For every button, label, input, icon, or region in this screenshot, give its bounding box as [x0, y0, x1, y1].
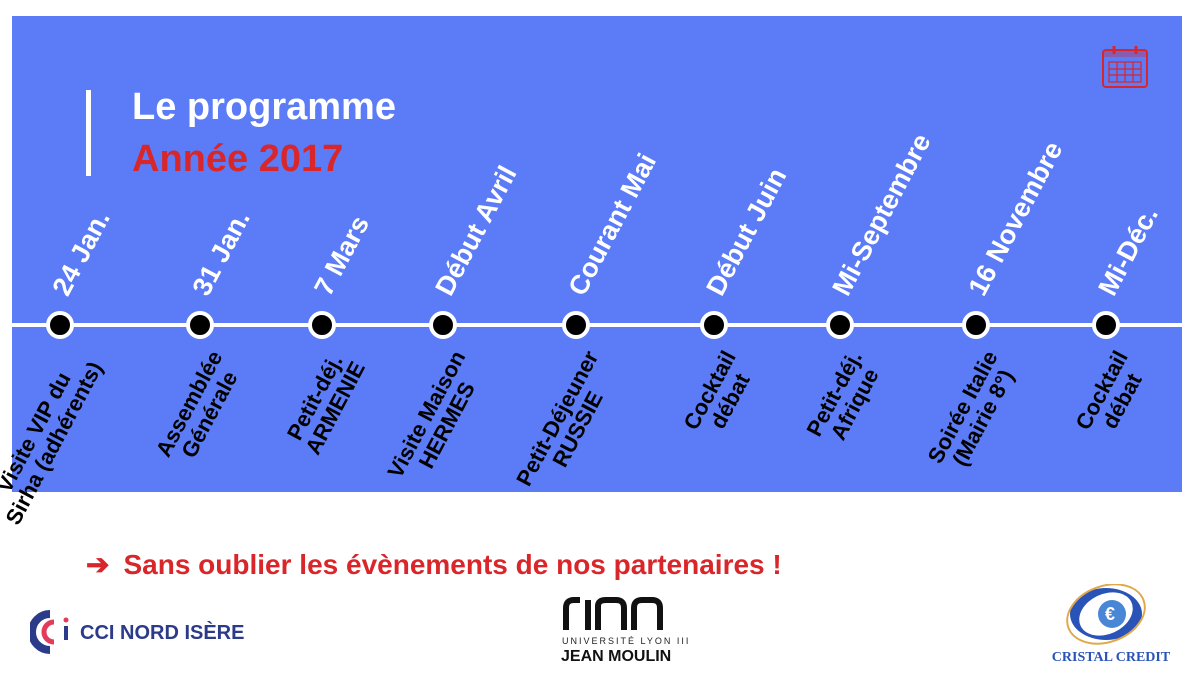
timeline-dot: [429, 311, 457, 339]
cristal-credit-logo: €: [1066, 584, 1146, 645]
jean-moulin-logo: [563, 597, 663, 630]
partners-note-text: Sans oublier les évènements de nos parte…: [123, 549, 782, 580]
page-subtitle: Année 2017: [132, 138, 344, 180]
jean-moulin-university-line: UNIVERSITÉ LYON III: [562, 636, 691, 646]
timeline-dot: [186, 311, 214, 339]
timeline-dot: [826, 311, 854, 339]
timeline-line: [12, 323, 1182, 327]
cci-logo: [30, 610, 69, 654]
calendar-icon: [1102, 46, 1148, 88]
page-title: Le programme: [132, 86, 396, 128]
title-accent-bar: [86, 90, 91, 176]
timeline-dot: [1092, 311, 1120, 339]
timeline-dot: [962, 311, 990, 339]
partners-note: ➔ Sans oublier les évènements de nos part…: [86, 548, 782, 581]
timeline-dot: [46, 311, 74, 339]
jean-moulin-name: JEAN MOULIN: [561, 648, 672, 665]
timeline-dot: [562, 311, 590, 339]
timeline-panel: [12, 16, 1182, 492]
right-arrow-icon: ➔: [86, 549, 110, 580]
cci-logo-text: CCI NORD ISÈRE: [80, 622, 245, 644]
timeline-dot: [308, 311, 336, 339]
timeline-dot: [700, 311, 728, 339]
svg-text:€: €: [1105, 604, 1115, 624]
cristal-credit-text: CRISTAL CREDIT: [1051, 650, 1171, 665]
